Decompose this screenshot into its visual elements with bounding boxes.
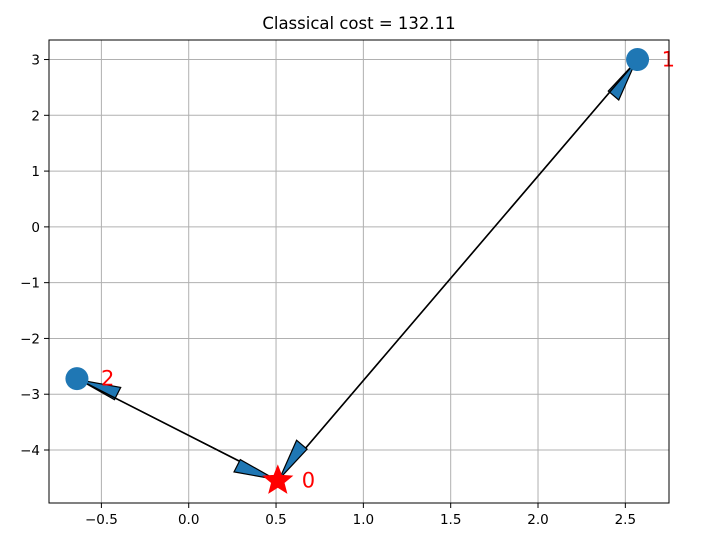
x-tick-label: 1.0 bbox=[353, 512, 374, 528]
edge-line bbox=[279, 59, 639, 479]
route-nodes: 0 1 2 bbox=[65, 48, 675, 494]
y-tick-label: 1 bbox=[31, 164, 40, 180]
x-tick-label: 0.5 bbox=[265, 512, 286, 528]
depot-star-marker bbox=[262, 464, 294, 494]
node-label: 2 bbox=[101, 367, 114, 391]
plot-frame bbox=[48, 39, 670, 504]
route-edges bbox=[76, 59, 639, 482]
y-tick-label: −2 bbox=[20, 331, 40, 347]
y-tick-label: 2 bbox=[31, 108, 40, 124]
grid bbox=[49, 40, 669, 503]
node-label: 1 bbox=[662, 48, 675, 72]
y-tick-label: −1 bbox=[20, 276, 40, 292]
y-tick-label: −3 bbox=[20, 387, 40, 403]
x-axis: −0.5 0.0 0.5 1.0 1.5 2.0 2.5 bbox=[85, 503, 636, 528]
edge-arrowhead bbox=[233, 458, 276, 480]
x-tick-label: −0.5 bbox=[85, 512, 118, 528]
edge-arrowhead bbox=[279, 439, 308, 479]
x-tick-label: 2.0 bbox=[527, 512, 548, 528]
y-tick-label: −4 bbox=[20, 443, 40, 459]
node-label: 0 bbox=[302, 469, 315, 493]
y-tick-label: 3 bbox=[31, 53, 40, 69]
node-marker bbox=[626, 48, 650, 72]
edge-arrowhead bbox=[607, 61, 637, 101]
y-axis: 3 2 1 0 −1 −2 −3 −4 bbox=[20, 53, 49, 459]
chart-title: Classical cost = 132.11 bbox=[262, 14, 455, 33]
y-tick-label: 0 bbox=[31, 220, 40, 236]
node-marker bbox=[65, 367, 89, 391]
x-tick-label: 0.0 bbox=[178, 512, 199, 528]
x-tick-label: 1.5 bbox=[440, 512, 461, 528]
x-tick-label: 2.5 bbox=[615, 512, 636, 528]
